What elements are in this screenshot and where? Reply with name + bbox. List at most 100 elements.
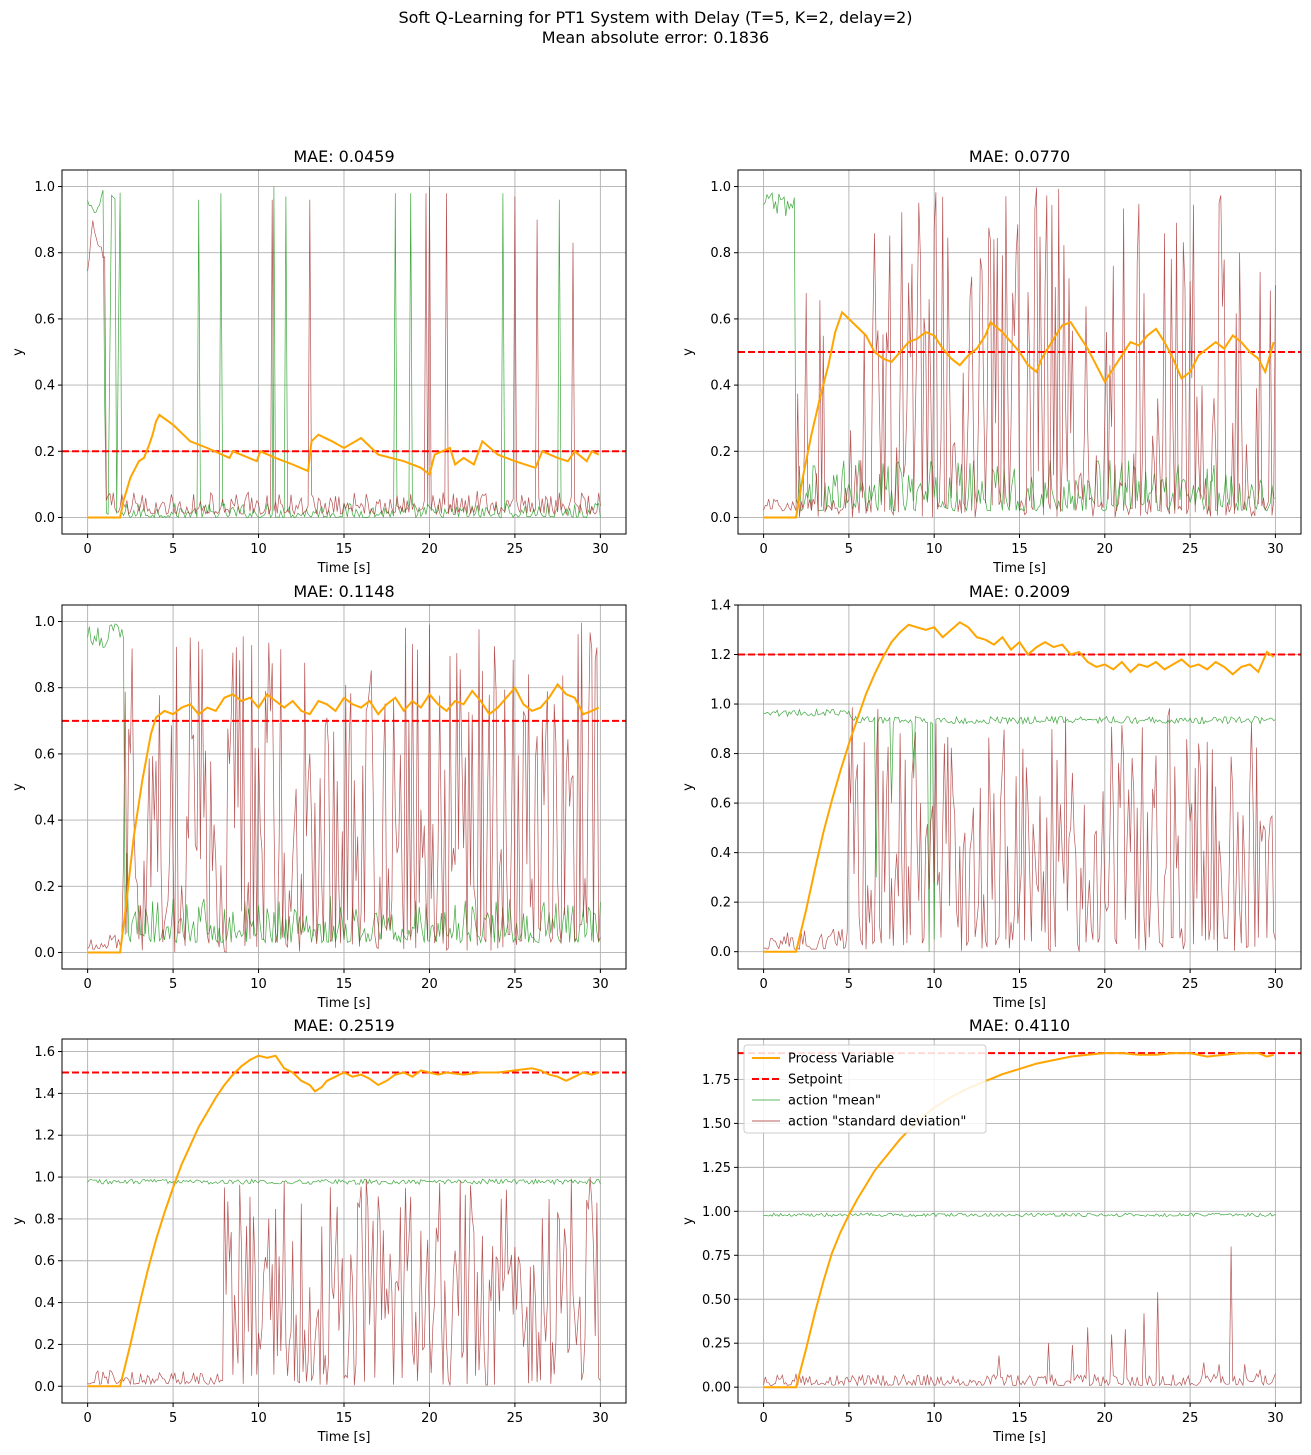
x-tick-label: 5 [845, 977, 853, 992]
x-tick-label: 10 [926, 977, 943, 992]
x-tick-label: 20 [1097, 1411, 1114, 1426]
subplot-title: MAE: 0.1148 [293, 582, 394, 601]
series-action-mean [763, 708, 1276, 952]
x-tick-label: 30 [592, 1411, 609, 1426]
series-process-variable [763, 310, 1275, 519]
y-tick-label: 0.0 [34, 1380, 55, 1395]
y-tick-label: 0.8 [34, 681, 55, 696]
x-tick-label: 5 [845, 1411, 853, 1426]
subplot-4: 0 5 10 15 20 25 30 0.0 0.2 0.4 0.6 0.8 1.0 1.2 1.4 Time… [681, 582, 1302, 1011]
y-tick-label: 0.6 [34, 312, 55, 327]
x-tick-label: 5 [169, 542, 177, 557]
y-tick-label: 0.6 [34, 747, 55, 762]
x-axis-label: Time [s] [992, 996, 1046, 1011]
y-tick-label: 0.0 [34, 946, 55, 961]
plot-area [62, 622, 626, 954]
y-tick-label: 0.4 [710, 846, 731, 861]
y-axis-label: y [681, 783, 696, 791]
legend-label: action "mean" [788, 1094, 881, 1109]
x-tick-label: 15 [336, 977, 353, 992]
y-tick-label: 1.0 [34, 615, 55, 630]
x-tick-label: 25 [507, 1411, 524, 1426]
y-tick-label: 0.6 [710, 312, 731, 327]
y-tick-label: 0.6 [34, 1254, 55, 1269]
x-axis-label: Time [s] [317, 561, 371, 576]
y-tick-label: 1.00 [702, 1205, 731, 1220]
x-tick-label: 25 [507, 542, 524, 557]
x-axis-label: Time [s] [317, 1430, 371, 1445]
y-tick-label: 0.00 [702, 1381, 731, 1396]
plot-area [62, 1054, 626, 1388]
legend-label: Process Variable [788, 1052, 894, 1067]
y-tick-label: 0.4 [710, 379, 731, 394]
x-tick-label: 10 [250, 542, 267, 557]
x-tick-label: 0 [83, 977, 91, 992]
plot-area [738, 187, 1301, 519]
x-tick-label: 10 [250, 977, 267, 992]
series-action-std [87, 622, 601, 953]
x-tick-label: 20 [421, 1411, 438, 1426]
y-tick-label: 1.4 [34, 1087, 55, 1102]
y-tick-label: 1.2 [34, 1129, 55, 1144]
y-tick-label: 1.6 [34, 1045, 55, 1060]
y-tick-label: 0.8 [710, 246, 731, 261]
y-tick-label: 0.0 [34, 511, 55, 526]
y-tick-label: 1.2 [710, 648, 731, 663]
y-tick-label: 0.2 [34, 445, 55, 460]
x-tick-label: 20 [421, 542, 438, 557]
x-tick-label: 15 [336, 542, 353, 557]
y-axis-label: y [681, 348, 696, 356]
plot-area [62, 186, 626, 519]
y-tick-label: 0.2 [710, 445, 731, 460]
series-action-std [763, 707, 1276, 952]
x-tick-label: 15 [336, 1411, 353, 1426]
y-axis-label: y [681, 1217, 696, 1225]
x-tick-label: 30 [592, 977, 609, 992]
x-tick-label: 10 [250, 1411, 267, 1426]
series-action-std [87, 186, 601, 516]
y-tick-label: 0.2 [710, 896, 731, 911]
y-tick-label: 1.4 [710, 599, 731, 614]
series-action-mean [87, 1178, 601, 1186]
y-tick-label: 0.8 [34, 1212, 55, 1227]
y-tick-label: 0.4 [34, 814, 55, 829]
series-action-std [763, 1246, 1276, 1387]
x-tick-label: 15 [1011, 542, 1028, 557]
x-tick-label: 25 [1182, 977, 1199, 992]
x-tick-label: 5 [169, 1411, 177, 1426]
y-tick-label: 1.0 [34, 180, 55, 195]
x-tick-label: 30 [1267, 1411, 1284, 1426]
x-tick-label: 0 [759, 542, 767, 557]
y-tick-label: 1.50 [702, 1117, 731, 1132]
plot-area [738, 621, 1301, 953]
x-tick-label: 5 [845, 542, 853, 557]
x-tick-label: 0 [83, 542, 91, 557]
y-tick-label: 0.50 [702, 1293, 731, 1308]
y-tick-label: 0.75 [702, 1249, 731, 1264]
series-process-variable [763, 621, 1275, 953]
series-action-std [763, 187, 1276, 518]
subplot-title: MAE: 0.4110 [969, 1016, 1070, 1035]
y-tick-label: 1.25 [702, 1161, 731, 1176]
subplot-title: MAE: 0.2009 [969, 582, 1070, 601]
series-action-std [87, 1177, 601, 1386]
subplot-2: 0 5 10 15 20 25 30 0.0 0.2 0.4 0.6 0.8 1.0 Time [s] y M… [681, 147, 1302, 576]
x-tick-label: 30 [592, 542, 609, 557]
x-tick-label: 20 [1097, 542, 1114, 557]
y-tick-label: 0.2 [34, 880, 55, 895]
subplot-3: 0 5 10 15 20 25 30 0.0 0.2 0.4 0.6 0.8 1.0 Time [s] y M… [11, 582, 627, 1011]
subplot-title: MAE: 0.0770 [969, 147, 1070, 166]
y-tick-label: 0.25 [702, 1337, 731, 1352]
x-tick-label: 0 [759, 1411, 767, 1426]
y-tick-label: 1.0 [34, 1171, 55, 1186]
y-tick-label: 0.0 [710, 511, 731, 526]
subplot-title: MAE: 0.0459 [293, 147, 394, 166]
series-process-variable [87, 413, 600, 519]
x-tick-label: 25 [1182, 542, 1199, 557]
legend: Process Variable Setpoint action "mean" act… [743, 1044, 987, 1134]
subplot-6: 0 5 10 15 20 25 30 0.00 0.25 0.50 0.75 1.00 1.25 1.50… [681, 1016, 1302, 1445]
x-tick-label: 10 [926, 542, 943, 557]
y-tick-label: 0.8 [34, 246, 55, 261]
subplot-title: MAE: 0.2519 [293, 1016, 394, 1035]
x-tick-label: 30 [1267, 542, 1284, 557]
